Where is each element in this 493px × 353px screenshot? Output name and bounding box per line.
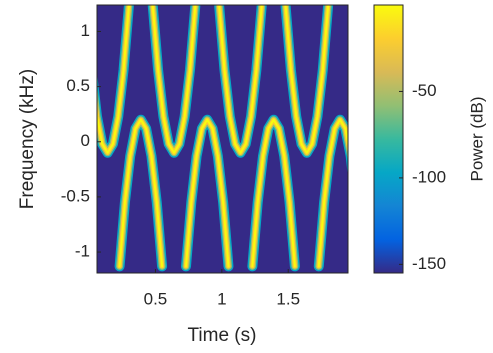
y-axis-label: Frequency (kHz) <box>17 69 38 209</box>
x-axis-label: Time (s) <box>188 325 257 346</box>
ridge-line <box>317 118 348 268</box>
x-tick-label: 1.5 <box>276 289 300 308</box>
y-tick-label: -0.5 <box>61 186 90 205</box>
ridge-line <box>97 5 130 154</box>
colorbar-tick-label: -100 <box>412 167 446 186</box>
ridge-line <box>251 118 296 268</box>
plot-frame <box>96 4 349 274</box>
y-tick-label: 1 <box>81 21 90 40</box>
y-tick-label: 0 <box>81 131 90 150</box>
x-tick-label: 0.5 <box>144 289 168 308</box>
ridges <box>97 5 348 272</box>
ridge-line <box>184 118 230 268</box>
colorbar <box>373 4 404 274</box>
ridge-line <box>151 5 197 154</box>
y-tick-label: 0.5 <box>66 76 90 95</box>
y-tick-label: -1 <box>75 242 90 261</box>
colorbar-tick-label: -150 <box>412 254 446 273</box>
ridge-line <box>118 118 164 268</box>
ridge-line <box>284 5 330 154</box>
ridge-line <box>218 5 263 154</box>
x-tick-label: 1 <box>217 289 226 308</box>
colorbar-tick-label: -50 <box>412 81 437 100</box>
colorbar-label: Power (dB) <box>467 96 486 181</box>
